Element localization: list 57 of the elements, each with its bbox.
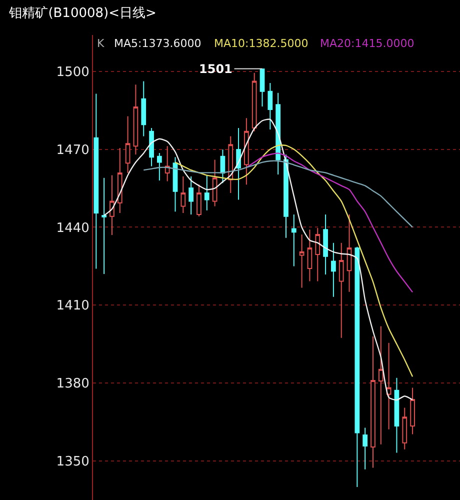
candlestick	[244, 118, 249, 186]
candlestick	[386, 342, 392, 430]
candlestick	[276, 92, 281, 175]
candlestick	[346, 214, 352, 292]
line-series	[174, 144, 414, 378]
candlestick	[354, 246, 360, 488]
candlestick	[149, 128, 154, 167]
y-tick-label: 1410	[56, 298, 90, 314]
candlestick	[188, 176, 194, 216]
chart-title: 钼精矿(B10008)<日线>	[8, 6, 156, 22]
y-tick-label: 1440	[56, 220, 90, 236]
candlestick	[125, 116, 130, 174]
candlestick	[212, 159, 218, 207]
candlestick	[394, 377, 400, 454]
annotation: K	[97, 37, 105, 50]
candlestick	[102, 177, 107, 274]
candlestick	[180, 176, 186, 214]
candlestick	[291, 214, 296, 267]
y-tick-label: 1470	[56, 142, 90, 158]
candlestick	[110, 174, 114, 236]
line-series	[143, 160, 414, 228]
candlestick	[260, 68, 265, 107]
candlestick	[94, 93, 99, 270]
candlestick	[164, 146, 170, 182]
candlestick	[196, 184, 202, 217]
candlestick	[133, 84, 138, 155]
candlestick	[307, 229, 312, 282]
candlestick	[338, 242, 344, 338]
candlestick	[220, 149, 226, 184]
candlestick	[172, 156, 178, 212]
candlestick	[284, 154, 288, 238]
candlestick	[157, 152, 162, 181]
candlestick	[252, 72, 257, 132]
y-tick-label: 1350	[56, 454, 90, 470]
candlestick	[228, 136, 234, 194]
candlestick	[331, 242, 336, 298]
y-tick-label: 1500	[56, 64, 90, 80]
annotation: 1501	[199, 62, 232, 76]
candlestick	[402, 407, 408, 450]
line-series	[246, 152, 414, 293]
candlestick	[315, 228, 320, 282]
candlestick	[236, 128, 241, 200]
y-tick-label: 1380	[56, 376, 90, 392]
candlestick	[117, 148, 122, 214]
candlestick	[141, 80, 146, 137]
text: MA5:1373.6000	[114, 37, 202, 50]
candlestick	[410, 387, 415, 435]
candlestick	[370, 336, 376, 468]
candlestick	[323, 214, 328, 276]
line-series	[103, 118, 414, 401]
candlestick	[362, 427, 368, 470]
text: MA10:1382.5000	[214, 37, 308, 50]
candlestick	[378, 326, 384, 445]
text: MA20:1415.0000	[320, 37, 414, 50]
candlestick	[204, 174, 210, 211]
candlestick	[299, 234, 304, 288]
candlestick	[268, 82, 273, 130]
